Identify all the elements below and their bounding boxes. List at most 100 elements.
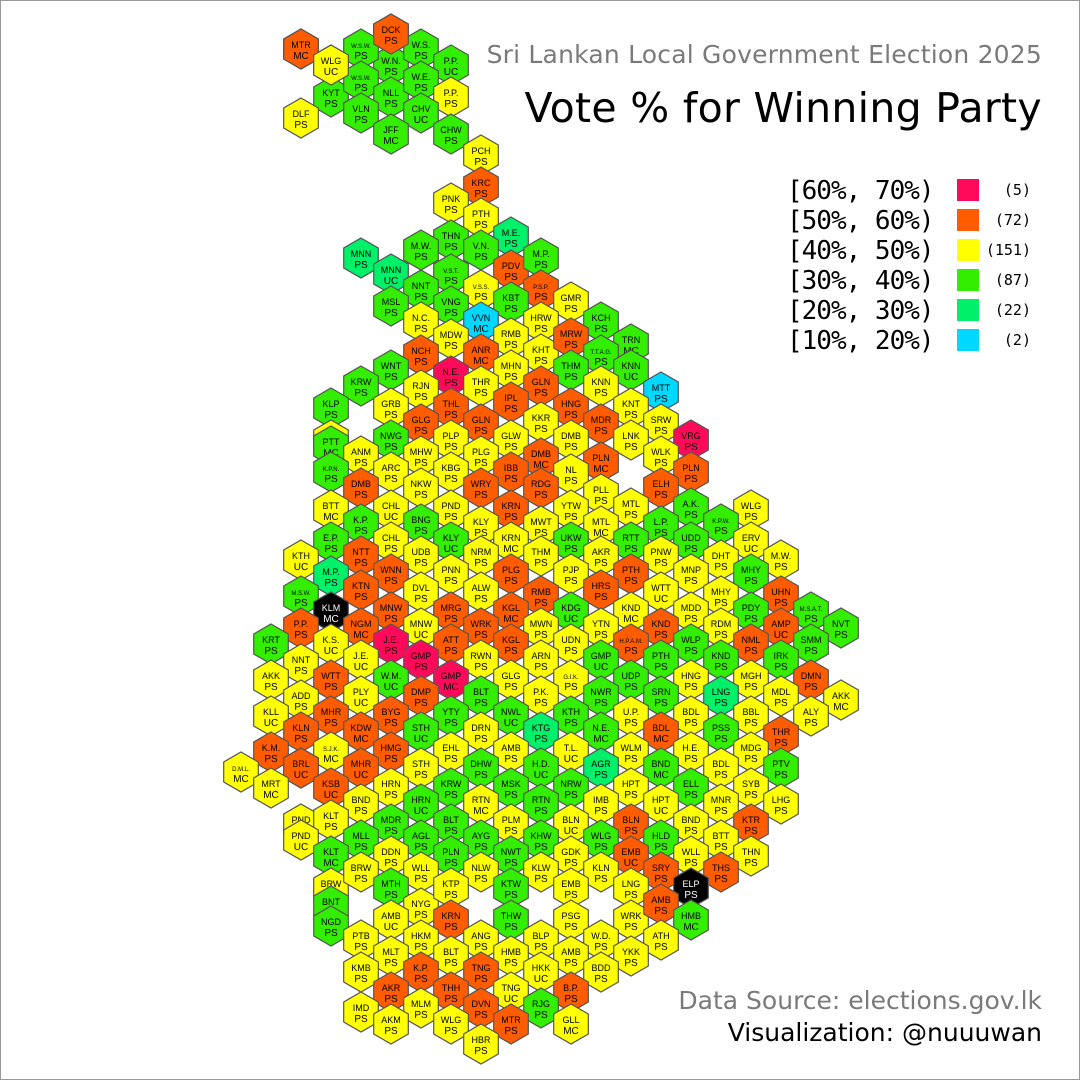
hex-type-label: PS [654,698,668,709]
hex-type-label: PS [654,528,668,539]
hex-type-label: PS [654,458,668,469]
hex-name-label: KGL [502,635,520,645]
hex-type-label: MC [383,136,399,147]
hex-type-label: UC [354,662,368,673]
legend-count: (72) [994,211,1031,229]
hex-type-label: UC [294,770,308,781]
hex-type-label: PS [444,410,458,421]
hex-name-label: BLN [622,815,640,825]
hex-name-label: LNG [712,687,731,697]
legend-count: (87) [994,271,1031,289]
hex-type-label: MC [323,614,339,625]
hex-type-label: PS [774,662,788,673]
hex-type-label: MC [473,324,489,335]
hex-name-label: NWL [501,707,521,717]
hex-name-label: PTB [352,931,370,941]
hex-name-label: SYB [742,779,760,789]
hex-name-label: G.I.K. [563,675,579,681]
hex-name-label: NNT [412,281,431,291]
hex-type-label: PS [684,510,698,521]
hex-type-label: PS [564,512,578,523]
hex-name-label: EHL [442,743,460,753]
hex-type-label: PS [354,942,368,953]
hex-type-label: PS [504,890,518,901]
hex-type-label: PS [294,666,308,677]
hex-type-label: PS [354,806,368,817]
hex-type-label: MC [593,528,609,539]
hex-type-label: UC [294,562,308,573]
hex-cell [343,851,379,893]
hex-type-label: MC [503,544,519,555]
hex-type-label: MC [833,702,849,713]
hex-name-label: NNT [292,655,311,665]
hex-type-label: PS [504,340,518,351]
hex-type-label: PS [594,426,608,437]
hex-type-label: UC [564,754,578,765]
hex-type-label: MC [473,356,489,367]
hex-name-label: KMB [351,963,371,973]
hex-name-label: KBT [502,293,520,303]
hex-name-label: BDL [712,759,730,769]
hex-name-label: IPL [504,393,518,403]
hex-name-label: P.P. [444,88,459,98]
hex-name-label: AMP [771,619,791,629]
hex-type-label: PS [444,994,458,1005]
hex-type-label: PS [684,646,698,657]
hex-name-label: K.P. [353,515,369,525]
hex-name-label: DMP [411,687,431,697]
hex-type-label: PS [684,614,698,625]
hex-type-label: PS [354,558,368,569]
hex-type-label: UC [384,922,398,933]
hex-name-label: PSG [561,911,580,921]
hex-name-label: BNT [322,897,341,907]
hex-type-label: UC [654,806,668,817]
hex-type-label: PS [594,974,608,985]
hex-type-label: UC [324,790,338,801]
hex-type-label: PS [834,630,848,641]
hex-name-label: MHY [711,587,731,597]
hex-type-label: PS [594,842,608,853]
hex-cell [523,987,559,1029]
hex-type-label: PS [714,562,728,573]
hex-cell [823,607,859,649]
hex-name-label: KLY [443,533,459,543]
map-region-hex: E.P.PS [313,521,349,563]
hex-cell [373,113,409,155]
hex-type-label: PS [474,426,488,437]
hex-name-label: BND [351,795,371,805]
hex-name-label: KND [711,651,731,661]
hex-type-label: PS [414,51,428,62]
hex-type-label: UC [414,115,428,126]
hex-cell [733,835,769,877]
hex-name-label: MDR [591,415,612,425]
hex-name-label: HMB [681,911,701,921]
hex-name-label: WRK [471,619,492,629]
hex-type-label: PS [474,528,488,539]
hex-type-label: PS [564,476,578,487]
hex-name-label: THS [712,863,730,873]
hex-name-label: AKK [262,671,280,681]
hex-type-label: UC [444,67,458,78]
hex-name-label: ELP [682,879,699,889]
hex-name-label: BLT [443,947,459,957]
